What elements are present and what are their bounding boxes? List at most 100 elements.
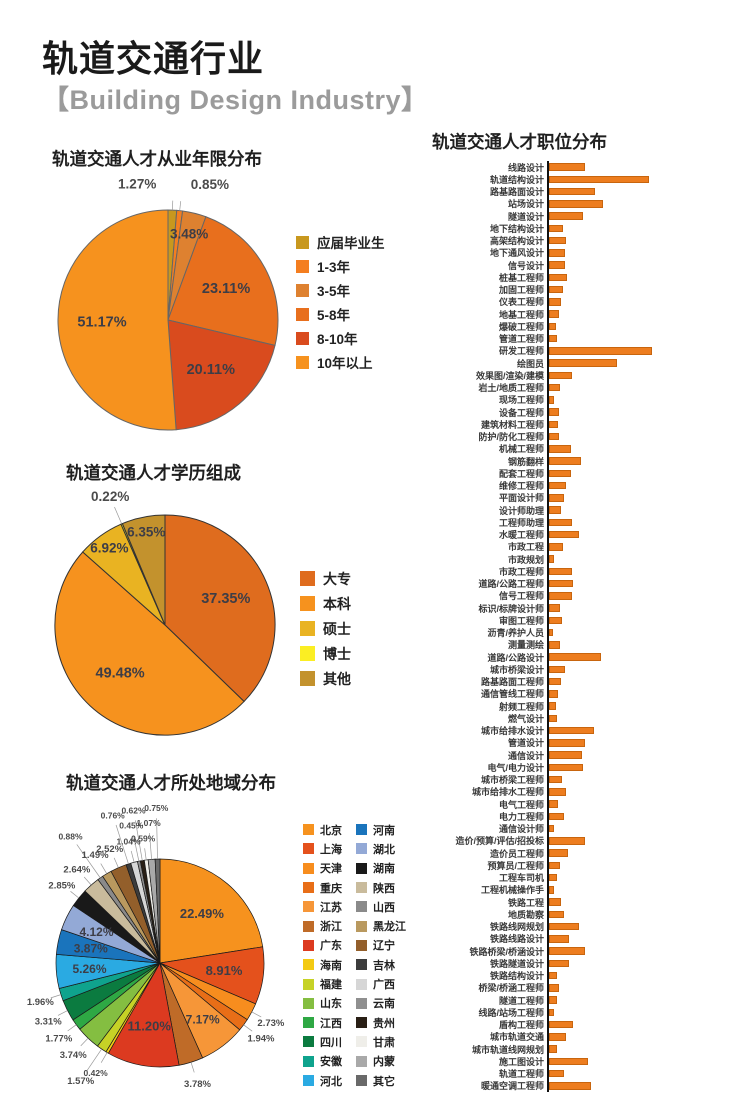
bar bbox=[549, 996, 557, 1004]
pie-slice bbox=[154, 858, 161, 964]
pie-slice-label: 0.85% bbox=[191, 177, 229, 192]
bar-row-label: 城市给排水设计 bbox=[480, 726, 544, 737]
bar-row-label: 管道工程师 bbox=[498, 334, 544, 345]
legend-label: 江西 bbox=[320, 1017, 342, 1030]
region-chart-title: 轨道交通人才所处地域分布 bbox=[66, 773, 276, 793]
bar-row-label: 桩基工程师 bbox=[498, 272, 544, 283]
bar-row-label: 维修工程师 bbox=[498, 481, 544, 492]
bar bbox=[549, 396, 554, 404]
pie-slice-label: 1.49% bbox=[82, 850, 109, 861]
bar-row-label: 水暖工程师 bbox=[498, 530, 544, 541]
bar-row: 造价/预算/评估/招投标 bbox=[430, 834, 666, 847]
legend-label: 1-3年 bbox=[317, 260, 351, 275]
legend-swatch bbox=[303, 824, 314, 836]
bar bbox=[549, 555, 554, 563]
pie-slice-label: 1.07% bbox=[137, 818, 162, 828]
bar bbox=[549, 910, 564, 919]
bar bbox=[549, 163, 585, 171]
bar-row-label: 线路/站场工程师 bbox=[478, 1007, 544, 1018]
bar bbox=[549, 959, 569, 968]
bar bbox=[549, 947, 585, 955]
bar-row: 仪表工程师 bbox=[430, 295, 666, 308]
bar-row-label: 工程机械操作手 bbox=[480, 885, 544, 896]
bar-track bbox=[547, 271, 666, 284]
label-leader-line bbox=[243, 1024, 253, 1032]
legend-item: 其它 bbox=[356, 1071, 406, 1090]
bar bbox=[549, 212, 583, 220]
bar-row-label: 加固工程师 bbox=[498, 285, 544, 296]
bar-track bbox=[547, 761, 666, 774]
bar-row: 地质勘察 bbox=[430, 908, 666, 921]
legend-swatch bbox=[303, 997, 314, 1009]
pie-slice bbox=[57, 209, 177, 431]
bar-track bbox=[547, 185, 666, 198]
bar-row: 测量测绘 bbox=[430, 638, 666, 651]
bar-row-label: 铁路结构设计 bbox=[489, 971, 544, 982]
bar-row-label: 城市轨道线网规划 bbox=[471, 1044, 544, 1055]
label-leader-line bbox=[156, 818, 158, 860]
bar-track bbox=[547, 822, 666, 835]
pie-slice-label: 0.88% bbox=[58, 831, 83, 841]
legend-label: 湖南 bbox=[373, 863, 395, 876]
bar-row-label: 通信设计师 bbox=[498, 824, 544, 835]
pie-slice-label: 1.57% bbox=[67, 1076, 94, 1087]
legend-item: 甘肃 bbox=[356, 1032, 406, 1051]
pie-slice-label: 8.91% bbox=[206, 963, 243, 978]
bar bbox=[549, 604, 560, 612]
bar-row-label: 市政工程 bbox=[507, 542, 544, 553]
bar bbox=[549, 628, 553, 637]
bar-track bbox=[547, 504, 666, 517]
bar-row: 路基路面设计 bbox=[430, 185, 666, 198]
bar-row-label: 电气/电力设计 bbox=[487, 762, 544, 773]
bar-row-label: 城市轨道交通 bbox=[489, 1032, 544, 1043]
legend-label: 安徽 bbox=[320, 1056, 342, 1069]
bar-row-label: 配套工程师 bbox=[498, 468, 544, 479]
bar bbox=[549, 1069, 564, 1078]
bar-row: 城市给排水工程师 bbox=[430, 785, 666, 798]
bar bbox=[549, 788, 566, 796]
bar-row: 铁路桥梁/桥涵设计 bbox=[430, 945, 666, 958]
bar-row-label: 设备工程师 bbox=[498, 407, 544, 418]
legend-item: 北京 bbox=[303, 820, 342, 839]
legend-item: 广西 bbox=[356, 974, 406, 993]
bar-row-label: 市政规划 bbox=[507, 554, 544, 565]
bar bbox=[549, 641, 560, 649]
bar-track bbox=[547, 994, 666, 1007]
legend-swatch bbox=[296, 331, 309, 345]
bar bbox=[549, 224, 563, 233]
label-leader-line bbox=[57, 1010, 68, 1016]
bar bbox=[549, 984, 559, 992]
bar-row-label: 桥梁/桥涵工程师 bbox=[478, 983, 544, 994]
bar bbox=[549, 469, 571, 478]
pie-slice-label: 23.11% bbox=[202, 281, 250, 297]
bar-track bbox=[547, 283, 666, 296]
legend-swatch bbox=[303, 1036, 314, 1048]
bar-row-label: 地下结构设计 bbox=[489, 223, 544, 234]
bar bbox=[549, 592, 572, 600]
bar-row-label: 射频工程师 bbox=[498, 701, 544, 712]
bar-track bbox=[547, 957, 666, 970]
bar-row: 水暖工程师 bbox=[430, 528, 666, 541]
bar-track bbox=[547, 920, 666, 933]
legend-label: 河北 bbox=[320, 1075, 342, 1088]
label-leader-line bbox=[115, 824, 129, 865]
bar-track bbox=[547, 945, 666, 958]
legend-item: 江西 bbox=[303, 1013, 342, 1032]
bar-row-label: 道路/公路设计 bbox=[487, 652, 544, 663]
legend-swatch bbox=[296, 283, 309, 297]
legend-swatch bbox=[356, 901, 367, 913]
pie-slice-label: 2.52% bbox=[96, 844, 123, 855]
legend-swatch bbox=[303, 920, 314, 932]
pie-slice-label: 1.27% bbox=[118, 177, 156, 192]
bar-row-label: 地基工程师 bbox=[498, 309, 544, 320]
bar-track bbox=[547, 344, 666, 357]
legend-item: 云南 bbox=[356, 994, 406, 1013]
bar-row: 现场工程师 bbox=[430, 393, 666, 406]
bar-track bbox=[547, 553, 666, 566]
bar-row-label: 工程车司机 bbox=[498, 873, 544, 884]
experience-pie-chart: 1.27% 0.85% 3.48% 23.11% 20.11% 51.17% bbox=[57, 177, 279, 431]
experience-chart-title: 轨道交通人才从业年限分布 bbox=[52, 149, 262, 169]
bar bbox=[549, 261, 565, 269]
bar-row-label: 盾构工程师 bbox=[498, 1020, 544, 1031]
bar bbox=[549, 371, 572, 380]
